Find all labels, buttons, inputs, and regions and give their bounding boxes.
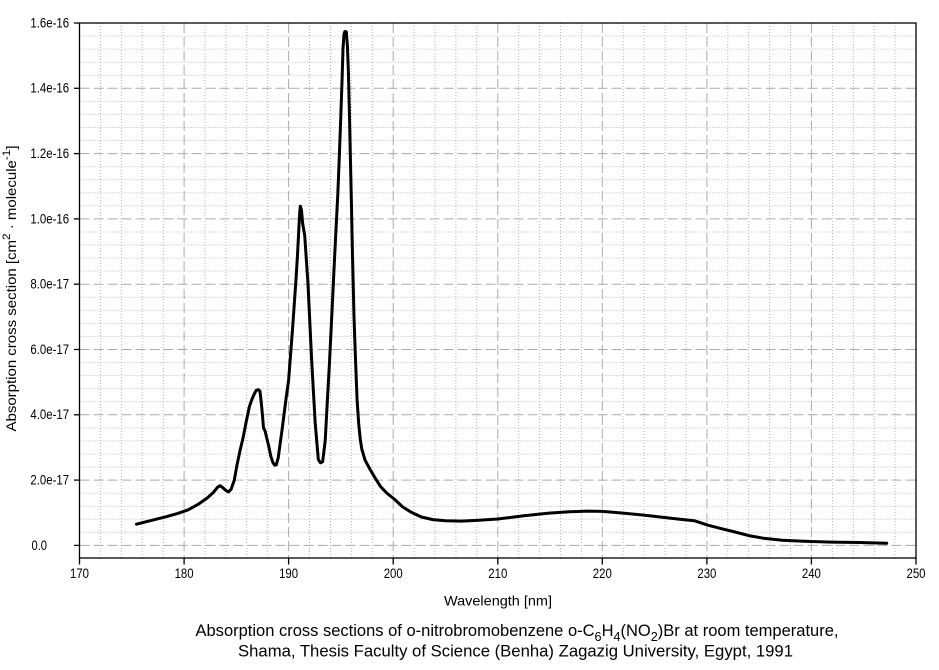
svg-text:8.0e-17: 8.0e-17 — [30, 277, 69, 292]
svg-text:0.0: 0.0 — [32, 538, 48, 553]
svg-text:1.6e-16: 1.6e-16 — [30, 15, 69, 30]
svg-text:180: 180 — [175, 566, 194, 581]
svg-text:220: 220 — [593, 566, 612, 581]
svg-text:230: 230 — [697, 566, 716, 581]
svg-text:Absorption cross sections of o: Absorption cross sections of o-nitrobrom… — [196, 621, 839, 644]
svg-text:200: 200 — [384, 566, 403, 581]
svg-text:Wavelength [nm]: Wavelength [nm] — [444, 593, 552, 609]
svg-text:240: 240 — [802, 566, 821, 581]
svg-text:4.0e-17: 4.0e-17 — [30, 407, 69, 422]
svg-text:1.4e-16: 1.4e-16 — [30, 81, 69, 96]
svg-text:1.0e-16: 1.0e-16 — [30, 211, 69, 226]
svg-text:Absorption cross section [cm2: Absorption cross section [cm2 · molecule… — [1, 145, 19, 431]
svg-text:6.0e-17: 6.0e-17 — [30, 342, 69, 357]
svg-text:170: 170 — [70, 566, 89, 581]
svg-text:2.0e-17: 2.0e-17 — [30, 473, 69, 488]
svg-text:210: 210 — [488, 566, 507, 581]
svg-text:250: 250 — [907, 566, 926, 581]
svg-text:Shama, Thesis Faculty of Scien: Shama, Thesis Faculty of Science (Benha)… — [238, 642, 793, 661]
svg-text:1.2e-16: 1.2e-16 — [30, 146, 69, 161]
svg-text:190: 190 — [279, 566, 298, 581]
